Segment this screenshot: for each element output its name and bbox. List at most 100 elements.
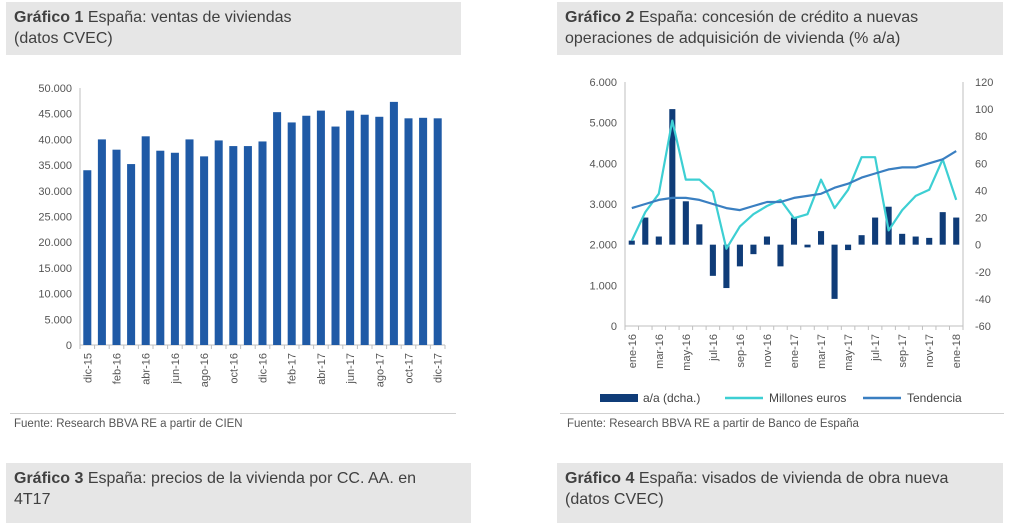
y-tick-label: 35.000 xyxy=(38,160,72,172)
x-tick-label: dic-15 xyxy=(82,353,94,383)
x-tick-label: abr-17 xyxy=(316,353,328,385)
x-tick-label: nov-17 xyxy=(924,334,936,368)
bar-aa-dcha xyxy=(912,236,919,245)
right-y-tick-label: -40 xyxy=(975,294,991,306)
bar-aa-dcha xyxy=(723,244,730,289)
bar xyxy=(389,101,398,346)
chart2-title-line2: operaciones de adquisición de vivienda (… xyxy=(565,30,901,47)
x-tick-label: may-17 xyxy=(843,334,855,371)
chart2-header: Gráfico 2 España: concesión de crédito a… xyxy=(557,2,1003,55)
bar xyxy=(214,140,223,345)
left-y-tick-label: 5.000 xyxy=(589,118,617,130)
bar-aa-dcha xyxy=(926,237,933,245)
chart1-header: Gráfico 1 España: ventas de viviendas (d… xyxy=(6,2,461,55)
chart2-title-line1: España: concesión de crédito a nuevas xyxy=(638,9,919,26)
bar xyxy=(243,146,252,345)
x-tick-label: may-16 xyxy=(681,334,693,371)
chart3-title-line2: 4T17 xyxy=(14,491,51,508)
bar-aa-dcha xyxy=(669,109,676,245)
chart1-source: Fuente: Research BBVA RE a partir de CIE… xyxy=(14,418,243,430)
x-tick-label: sep-16 xyxy=(735,334,747,368)
bar-aa-dcha xyxy=(858,235,865,245)
right-y-tick-label: 120 xyxy=(975,77,993,89)
bar-aa-dcha xyxy=(696,224,703,245)
left-y-tick-label: 6.000 xyxy=(589,77,617,89)
right-y-tick-label: 60 xyxy=(975,158,987,170)
x-tick-label: oct-16 xyxy=(228,353,240,384)
legend-label-aa-dcha: a/a (dcha.) xyxy=(643,391,700,405)
y-tick-label: 20.000 xyxy=(38,237,72,249)
right-y-tick-label: 80 xyxy=(975,131,987,143)
x-tick-label: feb-16 xyxy=(112,353,124,384)
bar-aa-dcha xyxy=(763,236,771,245)
x-tick-label: jul-16 xyxy=(708,334,720,362)
bar xyxy=(346,110,355,345)
bar xyxy=(302,115,311,345)
right-y-tick-label: 0 xyxy=(975,240,981,252)
bar-aa-dcha xyxy=(777,244,784,267)
y-tick-label: 15.000 xyxy=(38,263,72,275)
x-tick-label: ago-16 xyxy=(199,353,211,387)
x-tick-label: mar-16 xyxy=(654,334,666,369)
bar-aa-dcha xyxy=(804,244,811,248)
chart3-number: Gráfico 3 xyxy=(14,470,84,487)
chart1-source-divider xyxy=(10,413,456,414)
line-millones-euros xyxy=(630,119,958,250)
left-y-tick-label: 4.000 xyxy=(589,158,617,170)
bar-aa-dcha xyxy=(709,244,716,276)
right-y-tick-label: -60 xyxy=(975,321,991,333)
chart2-source-divider xyxy=(560,413,1004,414)
bar xyxy=(185,139,194,345)
y-tick-label: 25.000 xyxy=(38,212,72,224)
right-y-tick-label: 100 xyxy=(975,104,993,116)
y-tick-label: 5.000 xyxy=(44,314,72,326)
bar xyxy=(404,118,413,345)
bar xyxy=(200,156,209,345)
bar xyxy=(316,110,325,345)
bar xyxy=(331,126,340,345)
x-tick-label: ene-18 xyxy=(951,334,963,368)
y-tick-label: 30.000 xyxy=(38,186,72,198)
x-tick-label: feb-17 xyxy=(287,353,299,384)
bar xyxy=(127,164,136,345)
y-tick-label: 50.000 xyxy=(38,83,72,95)
x-tick-label: abr-16 xyxy=(141,353,153,385)
x-tick-label: jul-17 xyxy=(870,334,882,362)
left-y-tick-label: 2.000 xyxy=(589,240,617,252)
chart3-title-line1: España: precios de la vivienda por CC. A… xyxy=(87,470,416,487)
bar-aa-dcha xyxy=(736,244,743,267)
bar xyxy=(419,117,428,345)
chart4-number: Gráfico 4 xyxy=(565,470,635,487)
x-tick-label: ago-17 xyxy=(374,353,386,387)
chart3-header: Gráfico 3 España: precios de la vivienda… xyxy=(6,463,471,523)
left-y-tick-label: 3.000 xyxy=(589,199,617,211)
x-tick-label: oct-17 xyxy=(404,353,416,384)
bar-aa-dcha xyxy=(831,244,838,299)
bar-aa-dcha xyxy=(790,217,798,245)
bar-aa-dcha xyxy=(750,244,757,255)
bar-aa-dcha xyxy=(817,231,825,245)
chart4-header: Gráfico 4 España: visados de vivienda de… xyxy=(557,463,1003,523)
bar-aa-dcha xyxy=(845,244,852,251)
x-tick-label: ene-16 xyxy=(627,334,639,368)
line-tendencia xyxy=(631,150,957,212)
chart1-bar-chart: 0 5.000 10.000 15.000 20.000 25.000 30.000 35.0… xyxy=(38,83,446,387)
x-tick-label: ene-17 xyxy=(789,334,801,368)
legend-swatch-aa-dcha xyxy=(600,394,638,402)
chart2-combo-chart: 0 1.000 2.000 3.000 4.000 5.000 6.000 -60 -40 -20… xyxy=(589,77,993,405)
bar xyxy=(258,141,267,345)
chart4-title-line2: (datos CVEC) xyxy=(565,491,664,508)
bar xyxy=(433,118,442,345)
right-y-tick-label: 20 xyxy=(975,213,987,225)
bar xyxy=(273,112,282,345)
x-tick-label: mar-17 xyxy=(816,334,828,369)
bar xyxy=(156,150,165,345)
x-tick-label: sep-17 xyxy=(897,334,909,368)
x-tick-label: jun-16 xyxy=(170,353,182,385)
y-tick-label: 10.000 xyxy=(38,289,72,301)
chart2-source: Fuente: Research BBVA RE a partir de Ban… xyxy=(567,418,859,430)
chart1-title-line2: (datos CVEC) xyxy=(14,30,113,47)
bar xyxy=(83,170,92,345)
x-tick-label: jun-17 xyxy=(345,353,357,385)
chart1-title-line1: España: ventas de viviendas xyxy=(87,9,292,26)
